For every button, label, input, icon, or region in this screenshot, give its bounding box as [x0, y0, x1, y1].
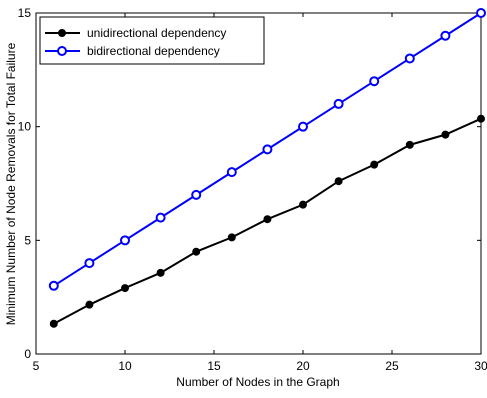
series-layer — [48, 8, 486, 328]
legend-label-unidirectional: unidirectional dependency — [87, 26, 226, 40]
x-tick-label: 15 — [207, 359, 221, 373]
data-point-1 — [333, 98, 344, 109]
data-point-0 — [441, 130, 450, 139]
data-point-1 — [476, 8, 486, 18]
legend-marker-unidirectional — [58, 29, 66, 37]
x-tick-label: 5 — [33, 359, 40, 373]
x-tick-label: 20 — [296, 359, 310, 373]
y-tick-label: 10 — [18, 120, 32, 134]
x-axis-label: Number of Nodes in the Graph — [176, 375, 339, 389]
data-point-0 — [49, 319, 58, 328]
data-point-0 — [334, 177, 343, 186]
legend-label-bidirectional: bidirectional dependency — [87, 44, 220, 58]
data-point-0 — [85, 300, 94, 309]
data-point-1 — [369, 76, 380, 87]
data-point-0 — [299, 200, 307, 209]
y-tick-label: 15 — [18, 6, 32, 20]
data-point-0 — [121, 284, 129, 293]
legend-marker-bidirectional — [57, 46, 67, 56]
data-point-0 — [477, 114, 485, 123]
data-point-1 — [191, 189, 202, 200]
data-point-1 — [440, 30, 451, 41]
data-point-1 — [404, 53, 415, 64]
data-point-1 — [298, 121, 308, 132]
data-point-1 — [48, 280, 59, 291]
data-point-0 — [156, 268, 165, 277]
data-point-0 — [405, 140, 414, 149]
y-tick-label: 5 — [24, 233, 31, 247]
y-axis-label: Minimum Number of Node Removals for Tota… — [4, 42, 18, 325]
legend: unidirectional dependency bidirectional … — [39, 16, 265, 65]
data-point-0 — [370, 160, 379, 169]
x-tick-label: 10 — [118, 359, 132, 373]
data-point-0 — [192, 247, 201, 256]
data-point-1 — [84, 258, 95, 269]
data-point-1 — [262, 144, 273, 155]
x-tick-label: 25 — [385, 359, 399, 373]
data-point-1 — [120, 235, 130, 246]
x-tick-label: 30 — [474, 359, 487, 373]
legend-box — [39, 16, 265, 65]
data-point-1 — [155, 212, 166, 223]
data-point-0 — [263, 215, 272, 224]
y-tick-label: 0 — [24, 347, 31, 361]
data-point-1 — [226, 167, 237, 178]
data-point-0 — [227, 233, 236, 242]
plot-area — [35, 12, 482, 355]
